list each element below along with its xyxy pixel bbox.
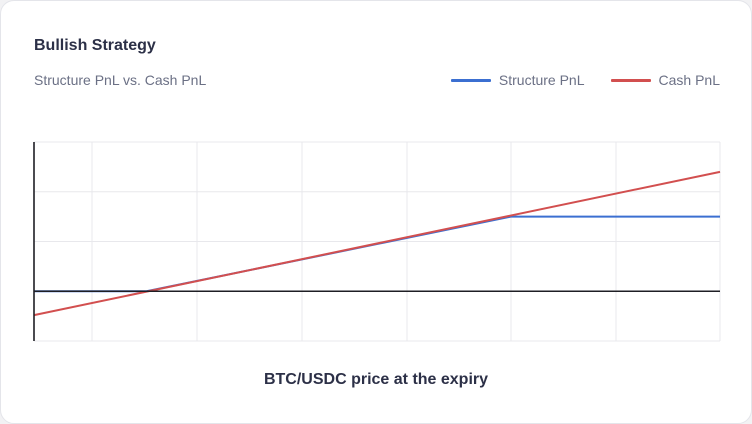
series-line-structure-pnl: [34, 215, 720, 293]
legend-label-structure-pnl: Structure PnL: [498, 72, 585, 88]
legend-swatch-structure-pnl: [450, 78, 491, 82]
legend-swatch-cash-pnl: [610, 78, 651, 82]
chart-subtitle: Structure PnL vs. Cash PnL: [34, 72, 207, 88]
legend-item-structure-pnl[interactable]: Structure PnL: [450, 72, 585, 88]
series-line-cash-pnl: [33, 170, 721, 317]
legend-item-cash-pnl[interactable]: Cash PnL: [610, 72, 720, 88]
legend-label-cash-pnl: Cash PnL: [658, 72, 720, 88]
x-axis-label: BTC/USDC price at the expiry: [263, 371, 489, 388]
chart-title: Bullish Strategy: [34, 37, 156, 54]
chart-legend: Structure PnL Cash PnL: [425, 72, 720, 88]
